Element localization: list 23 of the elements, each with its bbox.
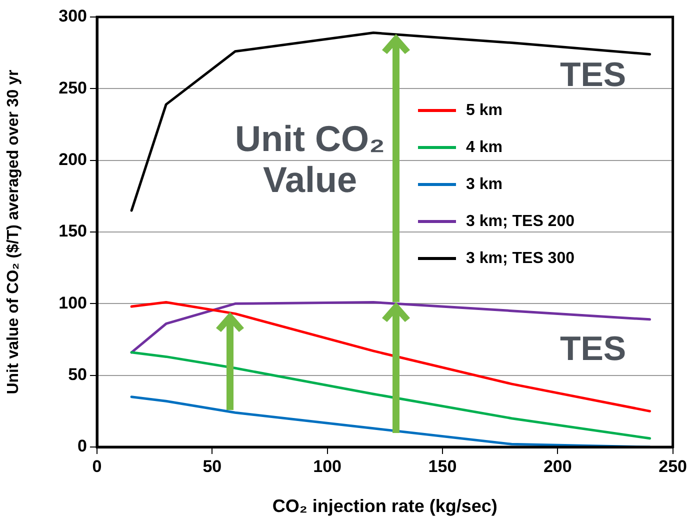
annotation: TES bbox=[558, 56, 628, 96]
x-tick-label: 250 bbox=[658, 456, 688, 476]
x-tick-label: 0 bbox=[92, 456, 102, 476]
y-tick-label: 150 bbox=[58, 222, 87, 241]
legend-label: 3 km; TES 200 bbox=[466, 212, 574, 230]
legend-label: 5 km bbox=[466, 102, 502, 120]
y-tick-label: 200 bbox=[58, 150, 87, 170]
legend-label: 4 km bbox=[466, 138, 502, 156]
y-axis-title: Unit value of CO₂ ($/T) averaged over 30 yr bbox=[5, 70, 22, 394]
x-tick-label: 150 bbox=[428, 456, 457, 476]
y-tick-label: 50 bbox=[68, 365, 87, 384]
annotation: TES bbox=[558, 330, 628, 370]
legend-label: 3 km bbox=[466, 176, 502, 194]
y-tick-label: 0 bbox=[78, 436, 87, 456]
y-tick-label: 250 bbox=[58, 78, 87, 98]
y-tick-label: 300 bbox=[58, 6, 87, 26]
x-axis-title: CO₂ injection rate (kg/sec) bbox=[272, 496, 498, 516]
x-tick-label: 100 bbox=[313, 456, 342, 476]
legend-label: 3 km; TES 300 bbox=[466, 250, 574, 268]
annotation: Unit CO₂ Value bbox=[234, 118, 386, 201]
y-tick-label: 100 bbox=[58, 293, 87, 312]
x-tick-label: 200 bbox=[543, 456, 572, 476]
x-tick-label: 50 bbox=[202, 456, 222, 476]
